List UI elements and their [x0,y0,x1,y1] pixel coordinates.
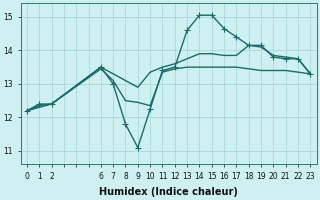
X-axis label: Humidex (Indice chaleur): Humidex (Indice chaleur) [99,187,238,197]
